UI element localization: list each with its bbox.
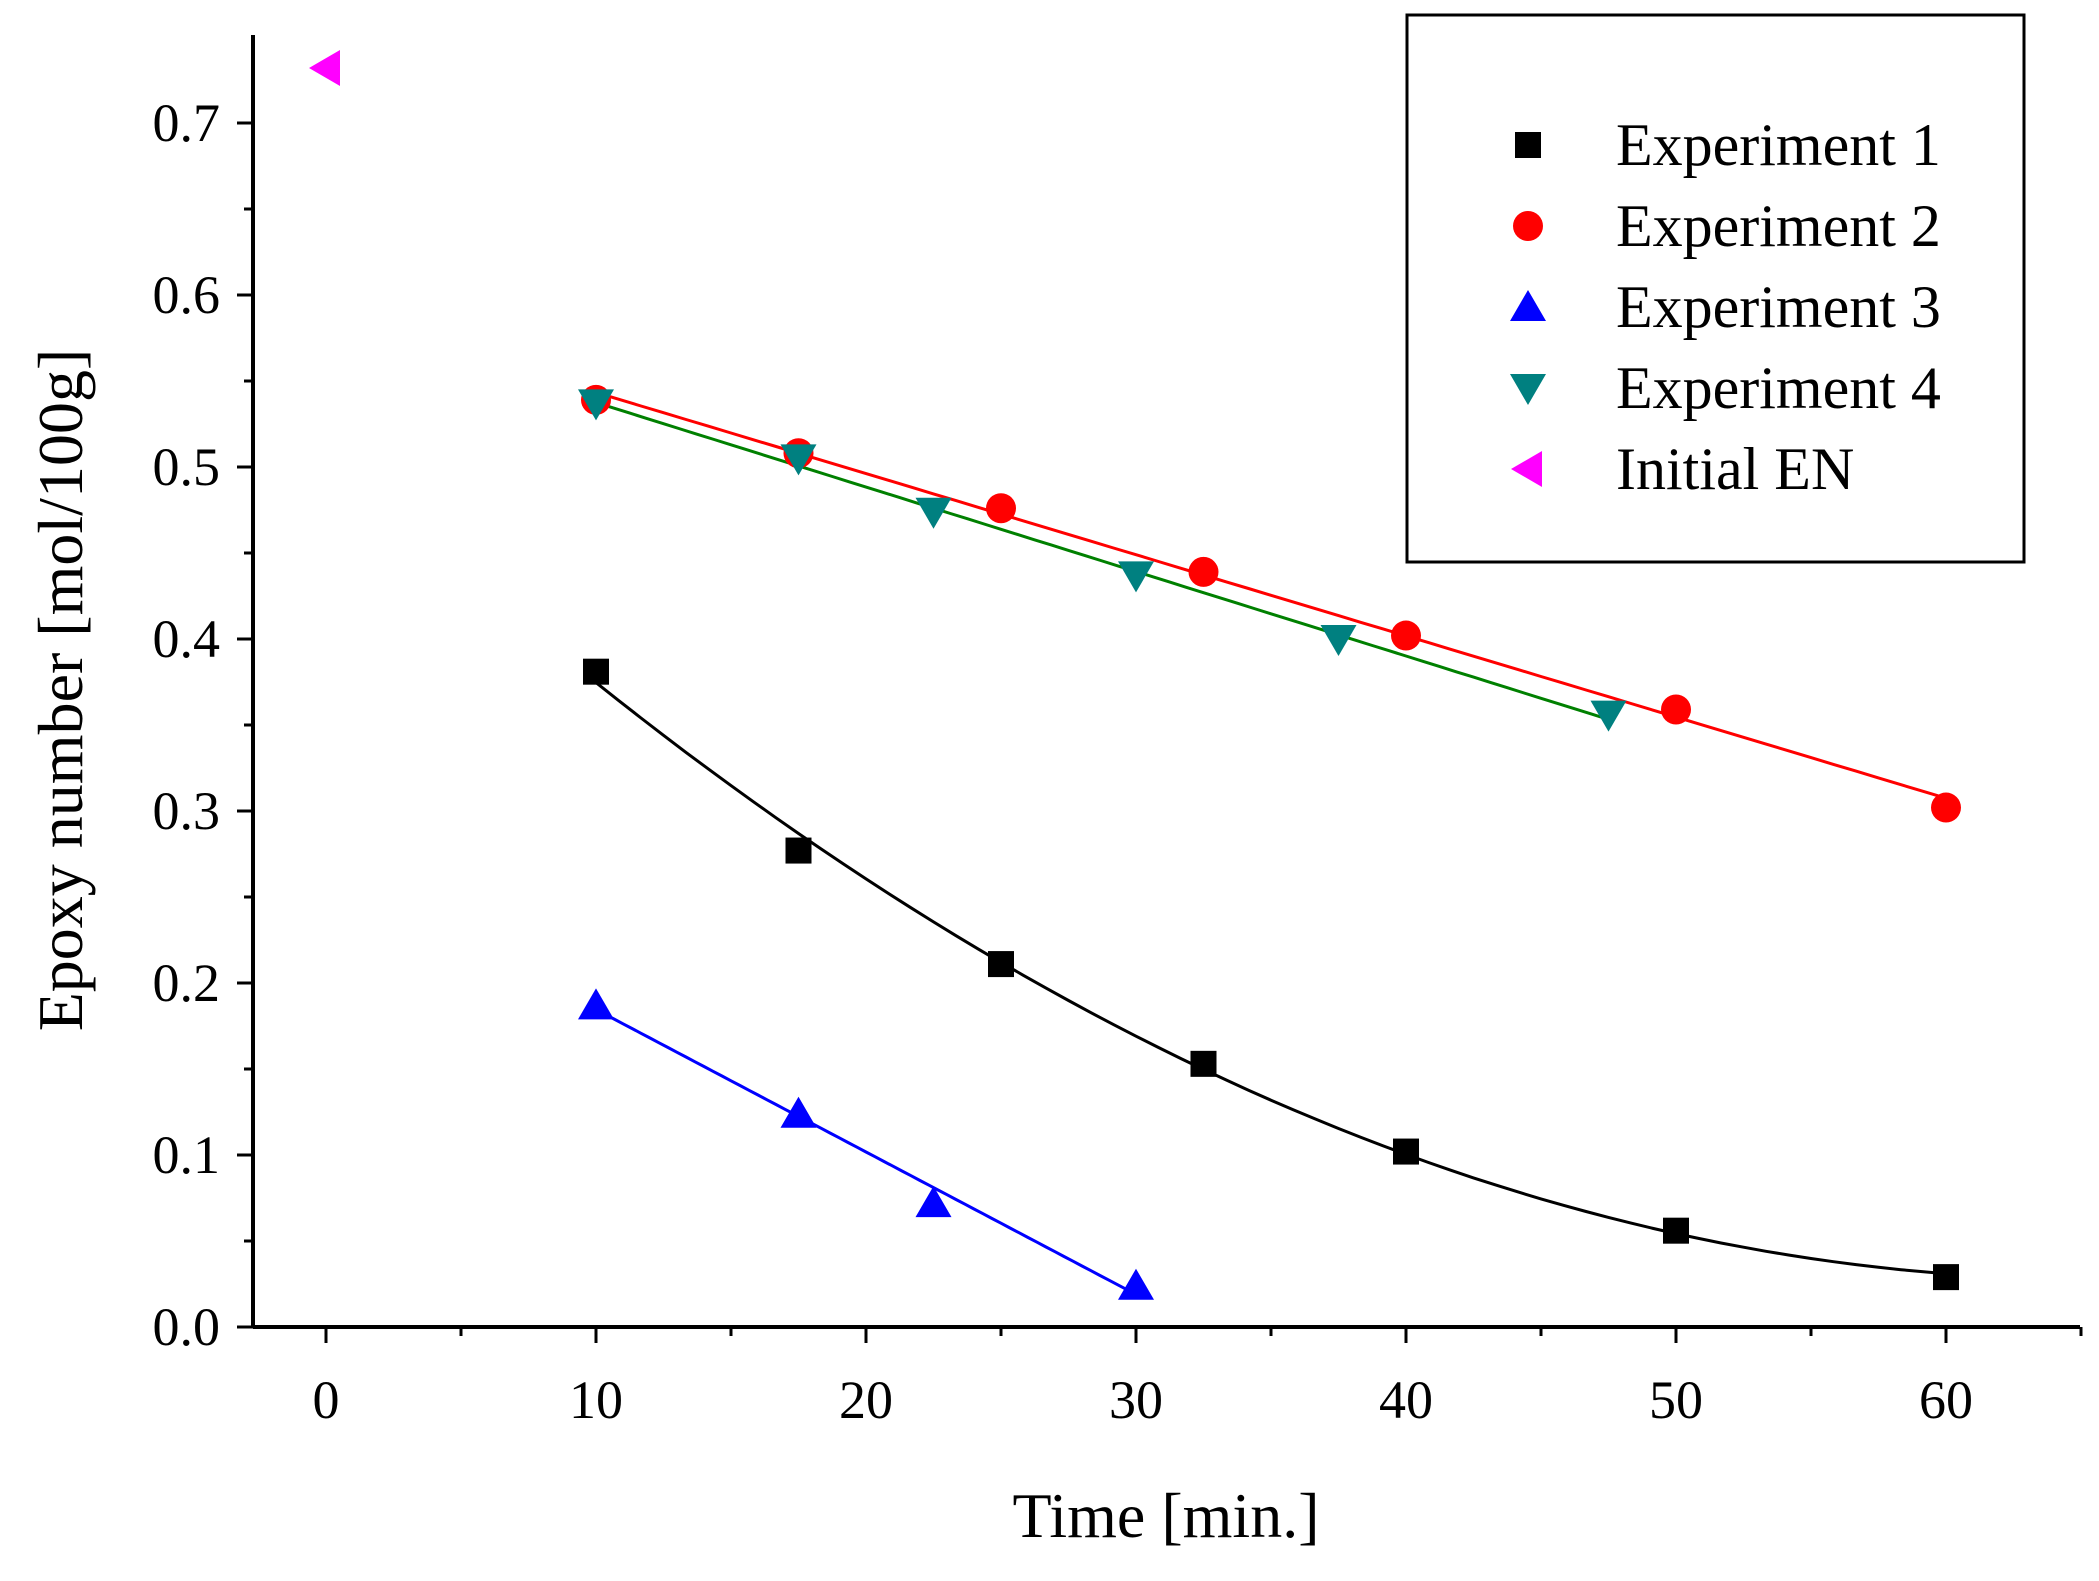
y-axis-title: Epoxy number [mol/100g] xyxy=(25,349,96,1032)
legend-label-experiment-4: Experiment 4 xyxy=(1616,355,1941,421)
data-point-experiment-1 xyxy=(1933,1264,1959,1291)
data-point-experiment-4 xyxy=(1590,700,1627,732)
y-tick-label: 0.1 xyxy=(153,1125,221,1185)
legend: Experiment 1 Experiment 2 Experiment 3 Expe… xyxy=(1405,13,2026,564)
data-point-experiment-3 xyxy=(780,1096,817,1128)
legend-label-initial-en: Initial EN xyxy=(1616,436,1854,502)
data-point-experiment-1 xyxy=(1393,1138,1419,1165)
y-tick-label: 0.0 xyxy=(153,1297,221,1357)
y-tick-label: 0.7 xyxy=(153,93,221,153)
data-point-experiment-4 xyxy=(1320,625,1357,656)
fit-lines xyxy=(595,390,1947,1296)
y-tick-label: 0.3 xyxy=(153,781,221,841)
data-point-experiment-4 xyxy=(780,444,817,476)
legend-label-experiment-3: Experiment 3 xyxy=(1616,274,1941,340)
data-point-experiment-3 xyxy=(915,1186,952,1218)
y-tick-labels: 0.0 0.1 0.2 0.3 0.4 0.5 0.6 0.7 xyxy=(153,93,221,1357)
data-point-experiment-2 xyxy=(1391,620,1421,651)
y-tick-label: 0.2 xyxy=(153,953,221,1013)
x-tick-label: 0 xyxy=(313,1370,340,1430)
fit-line-experiment-1 xyxy=(595,681,1947,1276)
data-point-experiment-2 xyxy=(1931,792,1961,823)
y-tick-label: 0.6 xyxy=(153,265,221,325)
y-ticks xyxy=(237,121,253,1329)
legend-marker-experiment-4 xyxy=(1510,374,1546,405)
data-point-experiment-4 xyxy=(1118,561,1154,593)
data-point-experiment-2 xyxy=(986,493,1016,524)
data-point-initial-en xyxy=(309,49,340,86)
data-point-experiment-3 xyxy=(578,988,614,1020)
data-point-experiment-1 xyxy=(1190,1050,1217,1077)
data-point-experiment-4 xyxy=(915,497,952,529)
legend-label-experiment-1: Experiment 1 xyxy=(1616,112,1941,178)
data-markers xyxy=(309,49,1961,1300)
x-tick-label: 40 xyxy=(1379,1370,1433,1430)
data-point-experiment-4 xyxy=(578,389,614,421)
data-point-experiment-3 xyxy=(1118,1268,1154,1300)
x-tick-label: 50 xyxy=(1649,1370,1703,1430)
data-point-experiment-1 xyxy=(1663,1217,1689,1244)
y-tick-label: 0.5 xyxy=(153,437,221,497)
x-tick-label: 30 xyxy=(1109,1370,1163,1430)
fit-line-experiment-4 xyxy=(595,401,1609,721)
data-point-experiment-1 xyxy=(583,658,609,685)
data-point-experiment-1 xyxy=(785,837,812,864)
x-axis-title: Time [min.] xyxy=(1013,1480,1320,1551)
x-tick-label: 60 xyxy=(1919,1370,1973,1430)
legend-marker-experiment-3 xyxy=(1510,290,1546,321)
legend-marker-initial-en xyxy=(1511,451,1542,487)
x-tick-labels: 0 10 20 30 40 50 60 xyxy=(313,1370,1974,1430)
legend-label-experiment-2: Experiment 2 xyxy=(1616,193,1941,259)
data-point-experiment-2 xyxy=(1188,556,1219,587)
y-tick-label: 0.4 xyxy=(153,609,221,669)
x-tick-label: 10 xyxy=(569,1370,623,1430)
legend-box xyxy=(1405,13,2026,564)
x-tick-label: 20 xyxy=(839,1370,893,1430)
legend-marker-experiment-2 xyxy=(1513,211,1543,241)
data-point-experiment-2 xyxy=(1661,694,1691,725)
legend-marker-experiment-1 xyxy=(1515,132,1541,158)
fit-line-experiment-3 xyxy=(595,1008,1137,1296)
plot-frame xyxy=(251,35,2080,1329)
x-ticks xyxy=(324,1327,2083,1343)
fit-line-experiment-2 xyxy=(595,390,1947,800)
data-point-experiment-1 xyxy=(988,951,1014,978)
